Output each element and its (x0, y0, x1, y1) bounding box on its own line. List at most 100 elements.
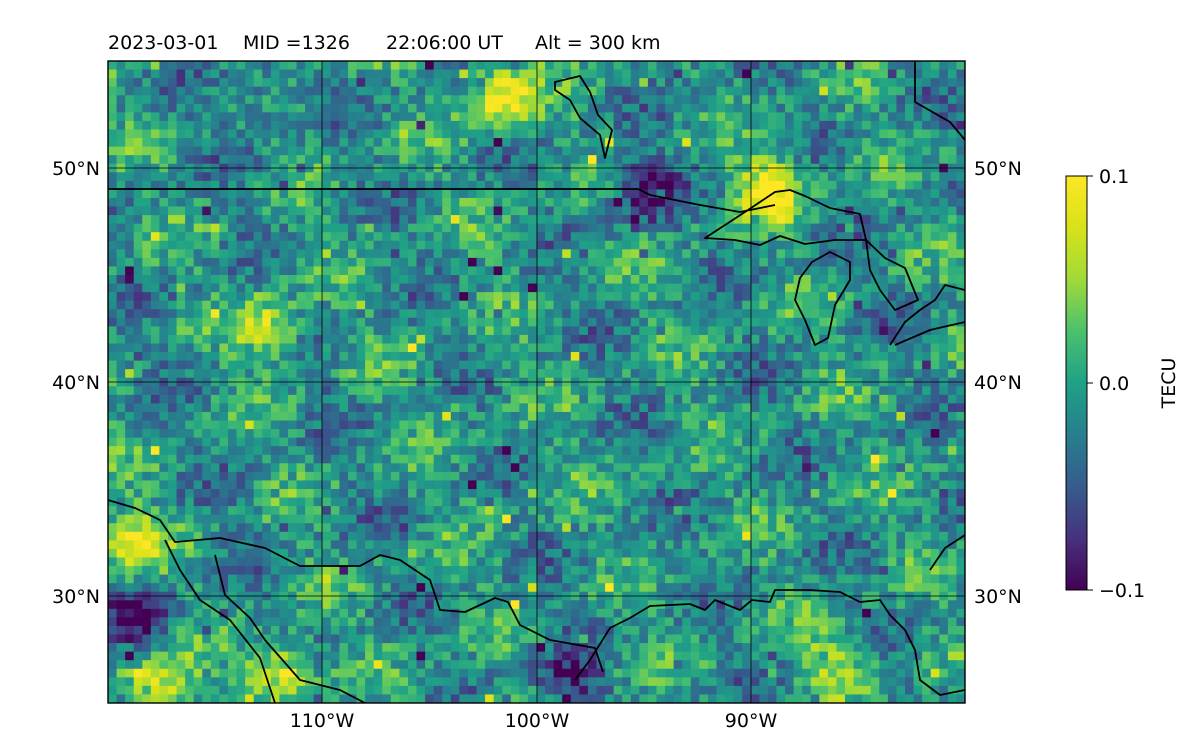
heatmap-cell (827, 403, 838, 413)
heatmap-cell (536, 189, 546, 199)
heatmap-cell (656, 197, 666, 208)
heatmap-cell (605, 103, 615, 113)
heatmap-cell (339, 78, 349, 88)
heatmap-cell (870, 420, 880, 430)
heatmap-cell (870, 69, 880, 79)
heatmap-cell (279, 240, 289, 250)
heatmap-cell (510, 420, 520, 430)
heatmap-cell (947, 300, 958, 310)
heatmap-cell (939, 394, 949, 404)
heatmap-cell (150, 78, 161, 88)
heatmap-cell (390, 129, 400, 139)
heatmap-cell (287, 120, 298, 131)
heatmap-cell (219, 429, 229, 439)
heatmap-cell (459, 360, 469, 370)
heatmap-cell (776, 61, 786, 71)
heatmap-cell (253, 103, 263, 113)
heatmap-cell (562, 437, 572, 447)
heatmap-cell (373, 283, 383, 293)
heatmap-cell (639, 197, 649, 208)
heatmap-cell (416, 240, 426, 250)
heatmap-cell (236, 232, 246, 242)
heatmap-cell (485, 446, 495, 456)
heatmap-cell (742, 300, 752, 310)
heatmap-cell (905, 394, 915, 404)
heatmap-cell (536, 292, 546, 302)
heatmap-cell (416, 138, 426, 148)
heatmap-cell (305, 403, 315, 413)
heatmap-cell (390, 78, 400, 88)
heatmap-cell (887, 411, 898, 422)
heatmap-cell (733, 266, 743, 276)
heatmap-cell (707, 78, 718, 88)
heatmap-cell (956, 386, 965, 396)
heatmap-cell (939, 463, 949, 473)
heatmap-cell (502, 95, 512, 105)
heatmap-cell (707, 86, 718, 96)
heatmap-cell (879, 180, 889, 190)
heatmap-cell (802, 352, 812, 362)
heatmap-cell (887, 429, 898, 439)
heatmap-cell (210, 232, 221, 242)
heatmap-cell (742, 420, 752, 430)
heatmap-cell (347, 69, 358, 79)
heatmap-cell (356, 480, 366, 490)
heatmap-cell (596, 283, 606, 293)
heatmap-cell (596, 360, 606, 370)
heatmap-cell (399, 429, 409, 439)
heatmap-cell (133, 334, 143, 345)
heatmap-cell (527, 249, 538, 259)
heatmap-cell (287, 78, 298, 88)
heatmap-cell (219, 309, 229, 319)
heatmap-cell (570, 317, 580, 327)
heatmap-cell (356, 120, 366, 131)
heatmap-cell (185, 326, 195, 336)
heatmap-cell (887, 437, 898, 447)
heatmap-cell (202, 352, 212, 362)
heatmap-cell (159, 334, 169, 345)
heatmap-cell (167, 120, 178, 131)
heatmap-cell (622, 394, 632, 404)
heatmap-cell (279, 129, 289, 139)
heatmap-cell (519, 249, 529, 259)
heatmap-cell (433, 215, 443, 225)
heatmap-cell (253, 180, 263, 190)
heatmap-cell (665, 86, 675, 96)
heatmap-cell (810, 334, 820, 345)
heatmap-cell (476, 103, 486, 113)
heatmap-cell (322, 471, 332, 482)
heatmap-cell (287, 480, 298, 490)
heatmap-cell (142, 189, 152, 199)
heatmap-cell (930, 172, 940, 182)
heatmap-cell (510, 223, 520, 233)
heatmap-cell (845, 112, 855, 122)
heatmap-cell (836, 300, 846, 310)
heatmap-cell (665, 275, 675, 285)
heatmap-cell (656, 420, 666, 430)
heatmap-cell (399, 197, 409, 208)
heatmap-cell (699, 61, 709, 71)
heatmap-cell (399, 292, 409, 302)
heatmap-cell (287, 223, 298, 233)
heatmap-cell (879, 429, 889, 439)
heatmap-cell (339, 138, 349, 148)
heatmap-cell (450, 223, 460, 233)
heatmap-cell (947, 309, 958, 319)
heatmap-cell (819, 386, 829, 396)
heatmap-cell (613, 394, 623, 404)
heatmap-cell (347, 420, 358, 430)
heatmap-cell (236, 180, 246, 190)
heatmap-cell (425, 69, 435, 79)
heatmap-cell (819, 232, 829, 242)
heatmap-cell (930, 429, 940, 439)
heatmap-cell (536, 266, 546, 276)
heatmap-cell (836, 86, 846, 96)
header-time: 22:06:00 UT (386, 32, 503, 54)
heatmap-cell (553, 112, 563, 122)
heatmap-cell (150, 240, 161, 250)
heatmap-cell (442, 275, 452, 285)
heatmap-cell (502, 334, 512, 345)
heatmap-cell (476, 326, 486, 336)
heatmap-cell (330, 317, 340, 327)
heatmap-cell (776, 197, 786, 208)
